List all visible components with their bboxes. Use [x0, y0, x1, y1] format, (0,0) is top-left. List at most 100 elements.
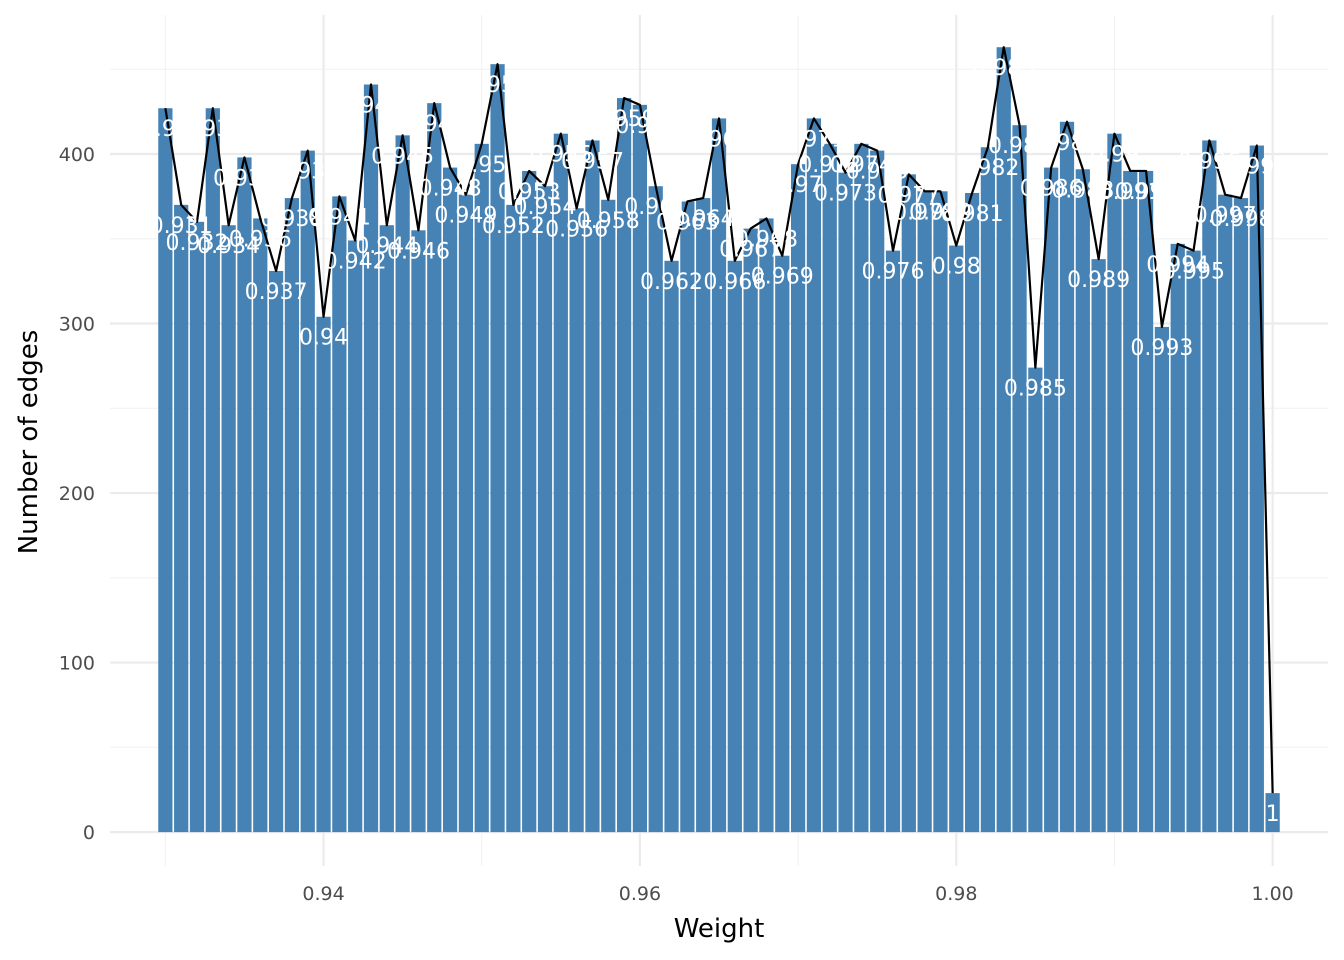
bar: [1218, 194, 1233, 833]
bar: [553, 133, 568, 833]
y-tick-label: 400: [59, 144, 95, 166]
bar: [743, 228, 758, 833]
bar: [1202, 140, 1217, 833]
bar: [1249, 145, 1264, 833]
bar: [458, 194, 474, 833]
bar: [933, 191, 948, 833]
x-tick-label: 0.98: [935, 883, 977, 905]
bar-label: 0.998: [1210, 207, 1273, 232]
bar: [1265, 793, 1280, 833]
bar: [711, 118, 727, 833]
bar-label: 0.935: [213, 166, 276, 191]
bar-label: 0.97: [774, 173, 823, 198]
bar-label: 0.956: [545, 217, 608, 242]
y-axis-title: Number of edges: [14, 330, 44, 555]
bar-label: 0.961: [624, 195, 687, 220]
bar-label: 0.962: [640, 270, 703, 295]
y-tick-label: 0: [83, 822, 95, 844]
bar-label: 0.955: [529, 143, 592, 168]
bar: [964, 192, 980, 833]
bar: [775, 255, 790, 833]
bar: [158, 108, 173, 833]
bar-label: 0.952: [482, 214, 545, 239]
bar: [664, 260, 679, 833]
bar: [680, 201, 695, 833]
bar-label: 0.988: [1051, 178, 1114, 203]
bar-label: 0.958: [577, 209, 640, 234]
bar-label: 0.979: [909, 200, 972, 225]
bar-label: 0.973: [814, 182, 877, 207]
bar-label: 0.975: [846, 160, 909, 185]
bar-label: 0.941: [308, 205, 371, 230]
bar: [221, 225, 236, 833]
bar: [268, 270, 284, 833]
bar: [174, 204, 189, 833]
bar: [506, 204, 521, 833]
y-tick-label: 100: [59, 653, 95, 675]
bar-label: 0.947: [403, 112, 466, 137]
bar-label: 0.953: [498, 180, 561, 205]
bar: [363, 84, 379, 833]
bar-label: 0.982: [956, 156, 1019, 181]
bar-label: 0.936: [229, 227, 292, 252]
bar: [253, 218, 268, 833]
bar-label: 0.934: [197, 234, 260, 259]
bar: [885, 250, 901, 833]
bar-label: 0.948: [419, 177, 482, 202]
bar: [1154, 326, 1170, 833]
bar-label: 0.951: [466, 73, 529, 98]
bar-label: 0.945: [371, 144, 434, 169]
bar-label: 0.939: [276, 160, 339, 185]
bar-label: 0.985: [1004, 377, 1067, 402]
bar-label: 0.964: [672, 207, 735, 232]
bar: [1186, 250, 1201, 833]
bar-label: 0.946: [387, 239, 450, 264]
bar-label: 0.96: [615, 114, 664, 139]
bar-label: 0.976: [862, 260, 925, 285]
bar: [411, 230, 426, 833]
bar-label: 0.969: [751, 265, 814, 290]
bar-label: 0.959: [593, 107, 656, 132]
bar-label: 0.971: [782, 127, 845, 152]
bar-label: 0.981: [941, 202, 1004, 227]
bar-label: 0.989: [1067, 268, 1130, 293]
bar-label: 0.93: [141, 117, 190, 142]
bar: [870, 150, 885, 833]
bar: [854, 143, 869, 833]
bar-label: 1: [1266, 802, 1280, 827]
bar: [395, 135, 410, 833]
bar: [442, 167, 458, 833]
bar: [1123, 170, 1138, 833]
bar: [379, 225, 394, 833]
bar-label: 0.94: [299, 326, 348, 351]
bar-label: 0.944: [355, 234, 418, 259]
bar: [348, 240, 363, 833]
bar: [1044, 167, 1059, 833]
bar: [427, 103, 442, 833]
bar: [822, 143, 837, 833]
bar-label: 0.999: [1225, 155, 1288, 180]
bar-label: 0.991: [1099, 180, 1162, 205]
bar: [632, 104, 648, 833]
bar: [601, 199, 616, 833]
bar-label: 0.967: [719, 238, 782, 263]
bar: [300, 150, 315, 833]
bar-label: 0.943: [340, 94, 403, 119]
bar-label: 0.954: [514, 195, 577, 220]
bar: [648, 186, 663, 833]
bar-label: 0.994: [1146, 253, 1209, 278]
bar-label: 0.986: [1020, 177, 1083, 202]
bar-label: 0.997: [1194, 204, 1257, 229]
bar-label: 0.932: [166, 231, 229, 256]
bar: [316, 316, 331, 833]
bar: [237, 157, 252, 833]
bar-label: 0.933: [181, 117, 244, 142]
bar-label: 0.931: [150, 214, 213, 239]
bar: [1012, 125, 1027, 833]
bar-label: 0.987: [1036, 131, 1099, 156]
bar-label: 0.996: [1178, 149, 1241, 174]
bar: [917, 191, 932, 833]
bar-label: 0.957: [561, 149, 624, 174]
bar: [537, 186, 553, 833]
